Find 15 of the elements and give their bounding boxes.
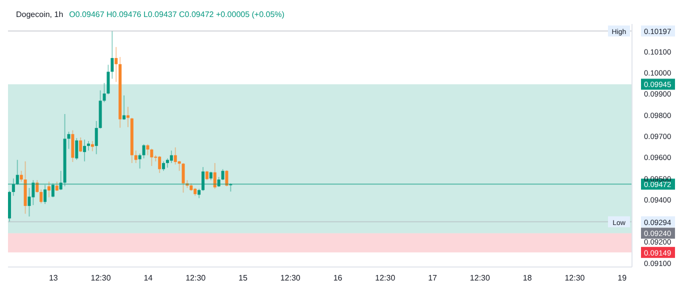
x-tick-label: 15 <box>238 274 248 283</box>
x-tick-label: 12:30 <box>564 274 586 283</box>
x-tick-label: 12:30 <box>280 274 301 283</box>
x-tick-label: 14 <box>144 274 154 283</box>
x-tick-label: 13 <box>48 274 58 283</box>
text: O0.09467 H0.09476 L0.09437 C0.09472 +0.00005 (+0.05%) <box>69 10 284 19</box>
x-tick-label: 16 <box>333 274 343 283</box>
x-tick-label: 18 <box>522 274 532 283</box>
chart-title: Dogecoin, 1h <box>16 10 64 19</box>
x-tick-label: 12:30 <box>186 274 206 283</box>
x-tick-label: 17 <box>428 274 438 283</box>
x-tick-label: 12:30 <box>470 274 491 283</box>
x-tick-label: 12:30 <box>90 274 112 283</box>
x-tick-label: 19 <box>618 274 628 283</box>
x-tick-label: 12:30 <box>375 274 396 283</box>
